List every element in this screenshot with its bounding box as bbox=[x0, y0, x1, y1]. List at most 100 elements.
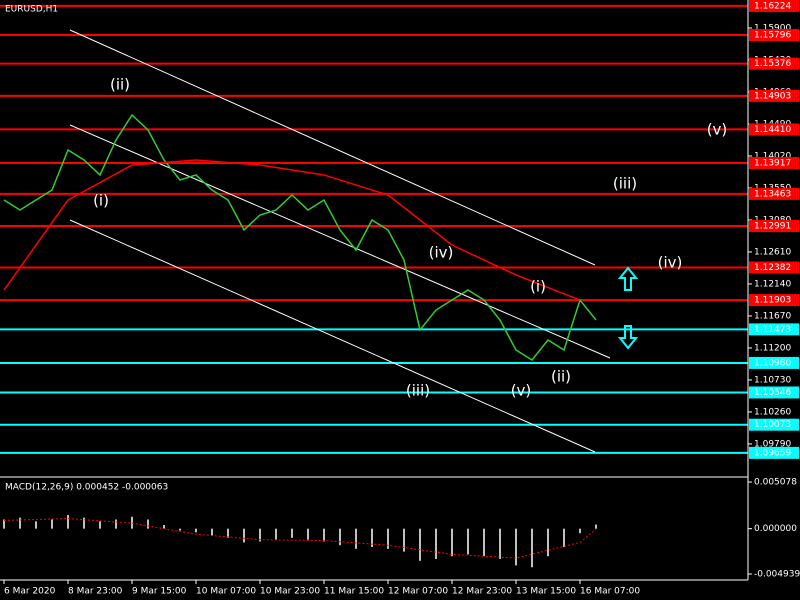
chart-title: EURUSD,H1 bbox=[5, 5, 58, 15]
wave-label: (i) bbox=[530, 278, 546, 296]
macd-bar bbox=[51, 519, 53, 529]
level-box bbox=[749, 356, 799, 369]
level-label: 1.14903 bbox=[754, 91, 791, 101]
x-tick-label: 11 Mar 15:00 bbox=[324, 587, 384, 597]
level-box bbox=[749, 123, 799, 136]
wave-label: (iv) bbox=[429, 244, 454, 262]
level-label: 1.12382 bbox=[754, 263, 791, 273]
macd-bar bbox=[499, 528, 501, 559]
x-tick-label: 10 Mar 23:00 bbox=[260, 587, 320, 597]
wave-label: (ii) bbox=[110, 76, 130, 94]
level-box bbox=[749, 386, 799, 399]
series-line bbox=[3, 113, 597, 362]
level-box bbox=[749, 57, 799, 70]
level-box bbox=[749, 261, 799, 274]
level-label: 1.10546 bbox=[754, 388, 791, 398]
macd-bar bbox=[355, 528, 357, 549]
x-tick-label: 12 Mar 07:00 bbox=[388, 587, 448, 597]
level-box bbox=[749, 29, 799, 42]
macd-bar bbox=[387, 528, 389, 549]
level-box bbox=[749, 294, 799, 307]
x-tick-label: 13 Mar 15:00 bbox=[516, 587, 576, 597]
macd-bar bbox=[467, 528, 469, 555]
level-label: 1.09659 bbox=[754, 448, 791, 458]
level-label: 1.14410 bbox=[754, 125, 791, 135]
wave-label: (iv) bbox=[658, 254, 683, 272]
macd-bar bbox=[147, 519, 149, 529]
macd-bar bbox=[435, 528, 437, 559]
macd-bar bbox=[579, 528, 581, 534]
x-tick-label: 16 Mar 07:00 bbox=[580, 587, 640, 597]
level-label: 1.15376 bbox=[754, 59, 791, 69]
macd-y-tick-label: 0.000000 bbox=[754, 524, 797, 534]
macd-y-tick-label: 0.005078 bbox=[754, 478, 797, 488]
level-label: 1.16224 bbox=[754, 1, 791, 11]
x-tick-label: 9 Mar 15:00 bbox=[132, 587, 187, 597]
wave-label: (v) bbox=[707, 121, 728, 139]
macd-bar bbox=[339, 528, 341, 546]
macd-bar bbox=[307, 528, 309, 540]
y-tick-label: 1.10730 bbox=[754, 375, 791, 385]
level-box bbox=[749, 446, 799, 459]
level-label: 1.10980 bbox=[754, 358, 791, 368]
x-tick-label: 12 Mar 23:00 bbox=[452, 587, 512, 597]
macd-bar bbox=[547, 528, 549, 557]
up-arrow bbox=[617, 266, 639, 291]
macd-bar bbox=[323, 528, 325, 542]
level-label: 1.12991 bbox=[754, 222, 791, 232]
macd-bar bbox=[515, 528, 517, 566]
down-arrow bbox=[617, 325, 639, 350]
macd-bar bbox=[19, 517, 21, 529]
channel-line bbox=[69, 124, 611, 359]
macd-y-tick-label: -0.004939 bbox=[754, 570, 800, 580]
macd-bar bbox=[195, 528, 197, 533]
macd-bar bbox=[227, 528, 229, 538]
level-label: 1.13917 bbox=[754, 158, 791, 168]
x-tick-label: 6 Mar 2020 bbox=[4, 587, 56, 597]
series-line bbox=[3, 159, 581, 301]
y-tick-label: 1.12140 bbox=[754, 279, 791, 289]
level-box bbox=[749, 0, 799, 12]
macd-bar bbox=[291, 528, 293, 538]
macd-bar bbox=[563, 528, 565, 548]
macd-bar bbox=[371, 528, 373, 548]
macd-bar bbox=[259, 528, 261, 542]
y-tick-label: 1.12610 bbox=[754, 247, 791, 257]
y-tick-label: 1.11670 bbox=[754, 311, 791, 321]
macd-bar bbox=[179, 528, 181, 531]
x-tick-label: 10 Mar 07:00 bbox=[196, 587, 256, 597]
y-tick-label: 1.11200 bbox=[754, 343, 791, 353]
levels bbox=[0, 4, 748, 454]
level-label: 1.11473 bbox=[754, 325, 791, 335]
y-tick-label: 1.10260 bbox=[754, 407, 791, 417]
y-tick-label: 1.15900 bbox=[754, 23, 791, 33]
level-box bbox=[749, 220, 799, 233]
macd-bar bbox=[99, 521, 101, 529]
level-label: 1.13463 bbox=[754, 189, 791, 199]
macd-signal bbox=[3, 518, 597, 559]
macd-bar bbox=[35, 521, 37, 529]
level-label: 1.10073 bbox=[754, 420, 791, 430]
level-box bbox=[749, 187, 799, 200]
y-tick-label: 1.09790 bbox=[754, 439, 791, 449]
wave-label: (iii) bbox=[613, 175, 637, 193]
macd-bar bbox=[595, 524, 597, 529]
macd-bar bbox=[275, 528, 277, 540]
level-box bbox=[749, 418, 799, 431]
wave-label: (ii) bbox=[551, 368, 571, 386]
wave-label: (i) bbox=[93, 192, 109, 210]
macd-title: MACD(12,26,9) 0.000452 -0.000063 bbox=[5, 483, 168, 493]
plot bbox=[3, 113, 597, 362]
wave-label: (v) bbox=[511, 382, 532, 400]
macd-bar bbox=[115, 519, 117, 529]
macd-bar bbox=[531, 528, 533, 568]
macd-bar bbox=[67, 514, 69, 529]
channel-line bbox=[69, 219, 596, 453]
x-tick-label: 8 Mar 23:00 bbox=[68, 587, 123, 597]
level-label: 1.15796 bbox=[754, 31, 791, 41]
level-box bbox=[749, 89, 799, 102]
macd-bar bbox=[211, 528, 213, 537]
level-box bbox=[749, 323, 799, 336]
macd-bar bbox=[243, 528, 245, 543]
